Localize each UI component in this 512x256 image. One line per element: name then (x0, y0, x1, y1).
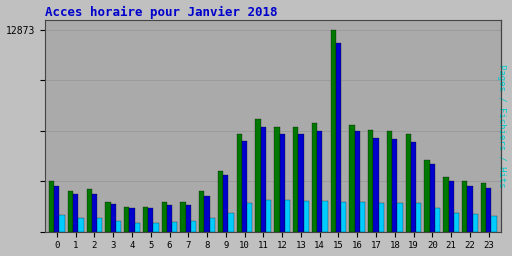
Bar (467, 186, 473, 232)
Bar (130, 208, 135, 232)
Y-axis label: Pages / Fichiers / Hits: Pages / Fichiers / Hits (498, 64, 506, 188)
Bar (368, 130, 373, 232)
Bar (78, 218, 83, 232)
Bar (355, 131, 360, 232)
Bar (92, 194, 97, 232)
Bar (143, 207, 148, 232)
Bar (336, 43, 341, 232)
Bar (68, 191, 73, 232)
Bar (228, 213, 233, 232)
Bar (167, 205, 172, 232)
Bar (261, 126, 266, 232)
Bar (331, 30, 336, 232)
Bar (317, 131, 323, 232)
Bar (266, 200, 271, 232)
Bar (449, 182, 454, 232)
Bar (462, 182, 467, 232)
Text: Acces horaire pour Janvier 2018: Acces horaire pour Janvier 2018 (45, 6, 277, 19)
Bar (397, 204, 403, 232)
Bar (199, 191, 204, 232)
Bar (443, 177, 449, 232)
Bar (154, 223, 159, 232)
Bar (486, 188, 492, 232)
Bar (435, 208, 440, 232)
Bar (387, 131, 392, 232)
Bar (379, 203, 384, 232)
Bar (323, 201, 328, 232)
Bar (242, 141, 247, 232)
Bar (416, 204, 421, 232)
Bar (360, 202, 365, 232)
Bar (304, 201, 309, 232)
Bar (274, 126, 280, 232)
Bar (255, 119, 261, 232)
Bar (411, 142, 416, 232)
Bar (454, 213, 459, 232)
Bar (392, 139, 397, 232)
Bar (293, 126, 298, 232)
Bar (247, 203, 252, 232)
Bar (237, 134, 242, 232)
Bar (312, 123, 317, 232)
Bar (218, 170, 223, 232)
Bar (406, 134, 411, 232)
Bar (481, 183, 486, 232)
Bar (210, 218, 215, 232)
Bar (111, 204, 116, 232)
Bar (191, 221, 196, 232)
Bar (298, 134, 304, 232)
Bar (349, 125, 355, 232)
Bar (204, 196, 210, 232)
Bar (285, 200, 290, 232)
Bar (186, 205, 191, 232)
Bar (116, 221, 121, 232)
Bar (59, 215, 65, 232)
Bar (492, 216, 497, 232)
Bar (172, 222, 177, 232)
Bar (54, 186, 59, 232)
Bar (87, 189, 92, 232)
Bar (373, 137, 379, 232)
Bar (105, 202, 111, 232)
Bar (473, 215, 478, 232)
Bar (341, 202, 347, 232)
Bar (430, 164, 435, 232)
Bar (424, 159, 430, 232)
Bar (180, 202, 186, 232)
Bar (97, 218, 102, 232)
Bar (124, 207, 130, 232)
Bar (223, 175, 228, 232)
Bar (162, 202, 167, 232)
Bar (148, 208, 154, 232)
Bar (49, 182, 54, 232)
Bar (73, 194, 78, 232)
Bar (135, 223, 140, 232)
Bar (280, 134, 285, 232)
